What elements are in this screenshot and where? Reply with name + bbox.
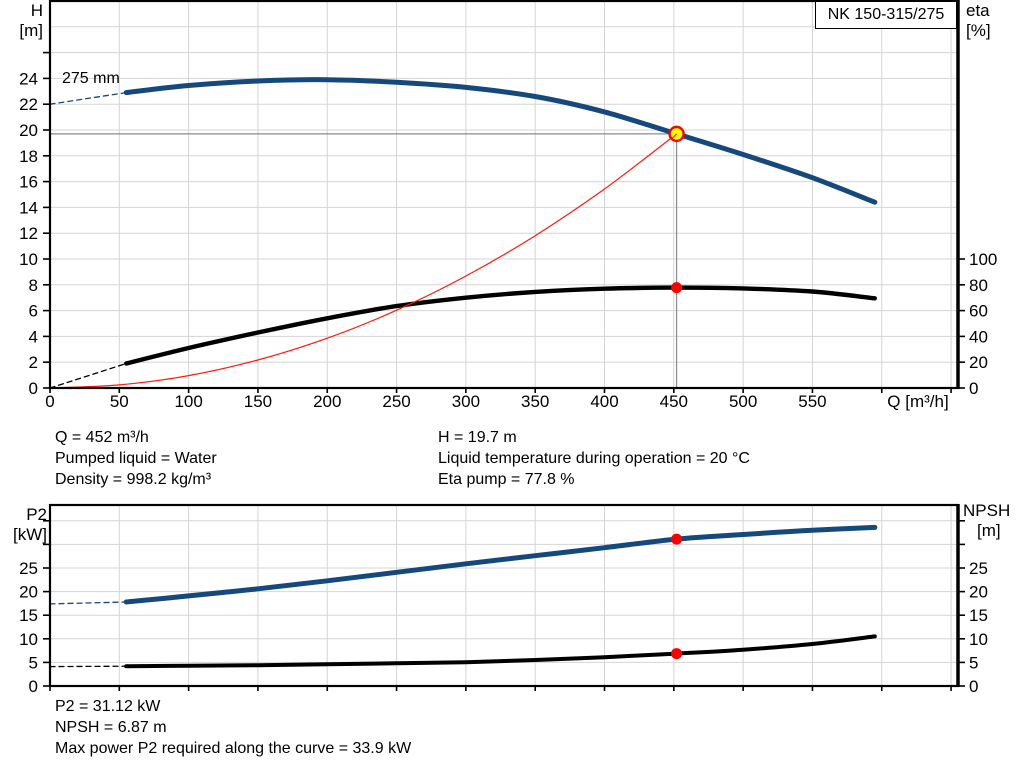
svg-text:50: 50 (110, 392, 129, 411)
svg-text:100: 100 (174, 392, 202, 411)
x-axis (49, 686, 952, 691)
svg-text:300: 300 (452, 392, 480, 411)
svg-text:12: 12 (19, 224, 38, 243)
axis-titles: H[m] eta[%] (19, 1, 990, 40)
svg-text:40: 40 (969, 327, 988, 346)
eta-curve-ext (49, 362, 127, 389)
svg-text:8: 8 (29, 276, 38, 295)
svg-text:6: 6 (29, 302, 38, 321)
qh-curve-ext (49, 91, 127, 105)
svg-text:0: 0 (45, 392, 54, 411)
svg-text:250: 250 (382, 392, 410, 411)
svg-text:80: 80 (969, 276, 988, 295)
plot-border (48, 503, 960, 688)
system-curve (49, 133, 678, 389)
pump-model-badge: NK 150-315/275 (815, 1, 957, 29)
left-axis: 0 5 10 15 20 25 (19, 520, 50, 695)
svg-text:H: H (31, 1, 43, 20)
svg-text:P2: P2 (26, 505, 47, 524)
duty-point (668, 125, 685, 143)
svg-text:[kW]: [kW] (13, 525, 47, 544)
npsh-curve (124, 634, 877, 669)
axis-titles: P2[kW] NPSH[m] (13, 501, 1010, 544)
svg-text:24: 24 (19, 69, 38, 88)
info-head: H = 19.7 m (438, 429, 517, 446)
svg-text:20: 20 (969, 353, 988, 372)
right-axis: 0 5 10 15 20 25 (958, 520, 988, 695)
npsh-duty-dot (671, 648, 683, 660)
svg-text:22: 22 (19, 95, 38, 114)
svg-text:350: 350 (521, 392, 549, 411)
svg-text:100: 100 (969, 250, 997, 269)
svg-text:25: 25 (969, 559, 988, 578)
svg-text:10: 10 (969, 630, 988, 649)
svg-text:25: 25 (19, 559, 38, 578)
info-max-power: Max power P2 required along the curve = … (55, 740, 412, 757)
duty-info-right: H = 19.7 m Liquid temperature during ope… (438, 427, 750, 490)
svg-text:5: 5 (969, 653, 978, 672)
svg-text:4: 4 (29, 327, 38, 346)
svg-text:eta: eta (966, 1, 990, 20)
svg-text:10: 10 (19, 250, 38, 269)
svg-text:Q [m³/h]: Q [m³/h] (887, 392, 948, 411)
duty-crosshair (50, 133, 678, 388)
svg-text:60: 60 (969, 302, 988, 321)
info-pumped-liquid: Pumped liquid = Water (55, 450, 217, 467)
right-axis: 0 20 40 60 80 100 (958, 250, 997, 398)
svg-text:15: 15 (19, 606, 38, 625)
svg-text:0: 0 (969, 677, 978, 695)
svg-text:[m]: [m] (19, 21, 43, 40)
svg-text:[%]: [%] (966, 21, 991, 40)
svg-text:20: 20 (19, 583, 38, 602)
p2-curve (123, 524, 878, 605)
p2-curve-ext (49, 601, 127, 605)
svg-text:14: 14 (19, 198, 38, 217)
svg-text:550: 550 (798, 392, 826, 411)
svg-text:2: 2 (29, 353, 38, 372)
svg-text:15: 15 (969, 606, 988, 625)
impeller-diameter-label: 275 mm (62, 70, 120, 87)
info-density: Density = 998.2 kg/m³ (55, 471, 212, 488)
info-p2: P2 = 31.12 kW (55, 698, 161, 715)
gridlines (50, 1, 958, 388)
info-eta-pump: Eta pump = 77.8 % (438, 471, 575, 488)
svg-text:[m]: [m] (977, 521, 1001, 540)
svg-text:500: 500 (729, 392, 757, 411)
svg-text:150: 150 (244, 392, 272, 411)
x-axis: 0 50 100 150 200 250 300 350 400 450 500 550 Q [m³/h… (45, 388, 952, 411)
svg-text:400: 400 (590, 392, 618, 411)
svg-text:18: 18 (19, 147, 38, 166)
svg-text:20: 20 (19, 121, 38, 140)
qh-curve (123, 77, 878, 205)
info-npsh: NPSH = 6.87 m (55, 719, 167, 736)
power-info: P2 = 31.12 kW NPSH = 6.87 m Max power P2… (55, 696, 411, 759)
info-flow: Q = 452 m³/h (55, 429, 149, 446)
svg-text:0: 0 (29, 677, 38, 695)
svg-text:200: 200 (313, 392, 341, 411)
eta-duty-dot (671, 282, 683, 294)
svg-text:0: 0 (969, 379, 978, 398)
svg-text:10: 10 (19, 630, 38, 649)
svg-text:450: 450 (660, 392, 688, 411)
plot-border (48, 0, 960, 390)
svg-text:0: 0 (29, 379, 38, 398)
p2-duty-dot (671, 533, 683, 545)
svg-text:NPSH: NPSH (963, 501, 1010, 520)
duty-info-left: Q = 452 m³/h Pumped liquid = Water Densi… (55, 427, 217, 490)
svg-text:20: 20 (969, 583, 988, 602)
info-liquid-temperature: Liquid temperature during operation = 20… (438, 450, 750, 467)
p2-npsh-chart: 0 5 10 15 20 25 0 5 10 15 20 25 P2[kW] NPSH[m] (13, 501, 1010, 695)
eta-curve (124, 285, 877, 366)
svg-text:16: 16 (19, 173, 38, 192)
svg-text:5: 5 (29, 653, 38, 672)
